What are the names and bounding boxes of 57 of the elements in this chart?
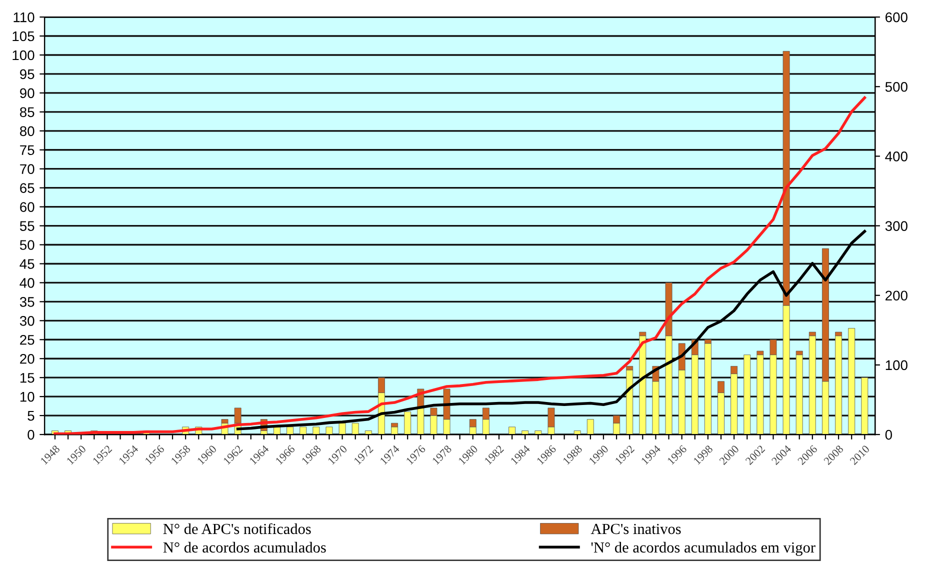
- bar: [326, 426, 333, 435]
- bar: [312, 426, 320, 435]
- legend-label: 'N° de acordos acumulados em vigor: [591, 542, 816, 556]
- bar: [744, 354, 751, 435]
- y2-tick-label: 300: [885, 221, 908, 231]
- bar: [796, 354, 803, 435]
- bar: [338, 422, 346, 435]
- y2-tick-label: 0: [885, 430, 892, 440]
- y-tick-label: 85: [20, 107, 34, 118]
- y-tick-label: 75: [20, 145, 34, 156]
- y-tick-label: 100: [12, 50, 34, 60]
- bar: [404, 412, 412, 435]
- bar: [626, 370, 634, 435]
- y-tick-label: 25: [20, 334, 34, 345]
- y-tick-label: 105: [12, 31, 34, 42]
- legend-label: N° de acordos acumulados: [163, 542, 326, 553]
- bar: [756, 354, 764, 435]
- bar: [534, 430, 542, 435]
- y-tick-label: 5: [28, 411, 34, 421]
- y2-tick-label: 200: [886, 290, 908, 301]
- y-tick-label: 40: [20, 278, 34, 288]
- y-tick-label: 80: [20, 126, 34, 136]
- y-tick-label: 55: [20, 221, 34, 231]
- y-tick-label: 45: [20, 259, 34, 269]
- y-tick-label: 65: [20, 183, 34, 193]
- y-tick-label: 90: [20, 88, 34, 98]
- bar: [300, 426, 307, 435]
- bar: [586, 419, 594, 435]
- bar: [704, 343, 712, 435]
- y-tick-label: 20: [20, 354, 34, 364]
- bar: [286, 426, 294, 435]
- bar: [417, 408, 424, 435]
- y-tick-label: 60: [20, 202, 34, 212]
- y-tick-label: 0: [28, 430, 34, 440]
- legend-label: APC's inativos: [590, 524, 681, 534]
- y2-tick-label: 100: [886, 360, 908, 370]
- bar: [808, 336, 816, 435]
- bar: [848, 328, 856, 435]
- y-tick-label: 110: [14, 12, 34, 22]
- y-tick-label: 70: [20, 164, 34, 174]
- y2-tick-label: 500: [885, 82, 908, 92]
- bar: [352, 422, 359, 435]
- y2-tick-label: 600: [886, 12, 908, 22]
- legend-label: N° de APC's notificados: [163, 523, 311, 534]
- y-tick-label: 35: [20, 297, 34, 307]
- y-tick-label: 95: [20, 69, 34, 80]
- y-tick-label: 15: [20, 373, 34, 383]
- y-tick-label: 30: [20, 316, 34, 326]
- y2-tick-label: 400: [885, 152, 908, 162]
- line-series: [236, 230, 866, 430]
- bar: [639, 336, 646, 435]
- bar: [835, 336, 842, 435]
- bar: [861, 377, 868, 435]
- line-series: [54, 96, 866, 435]
- y-tick-label: 50: [20, 240, 34, 250]
- y-tick-label: 10: [20, 392, 34, 402]
- bar: [508, 426, 516, 435]
